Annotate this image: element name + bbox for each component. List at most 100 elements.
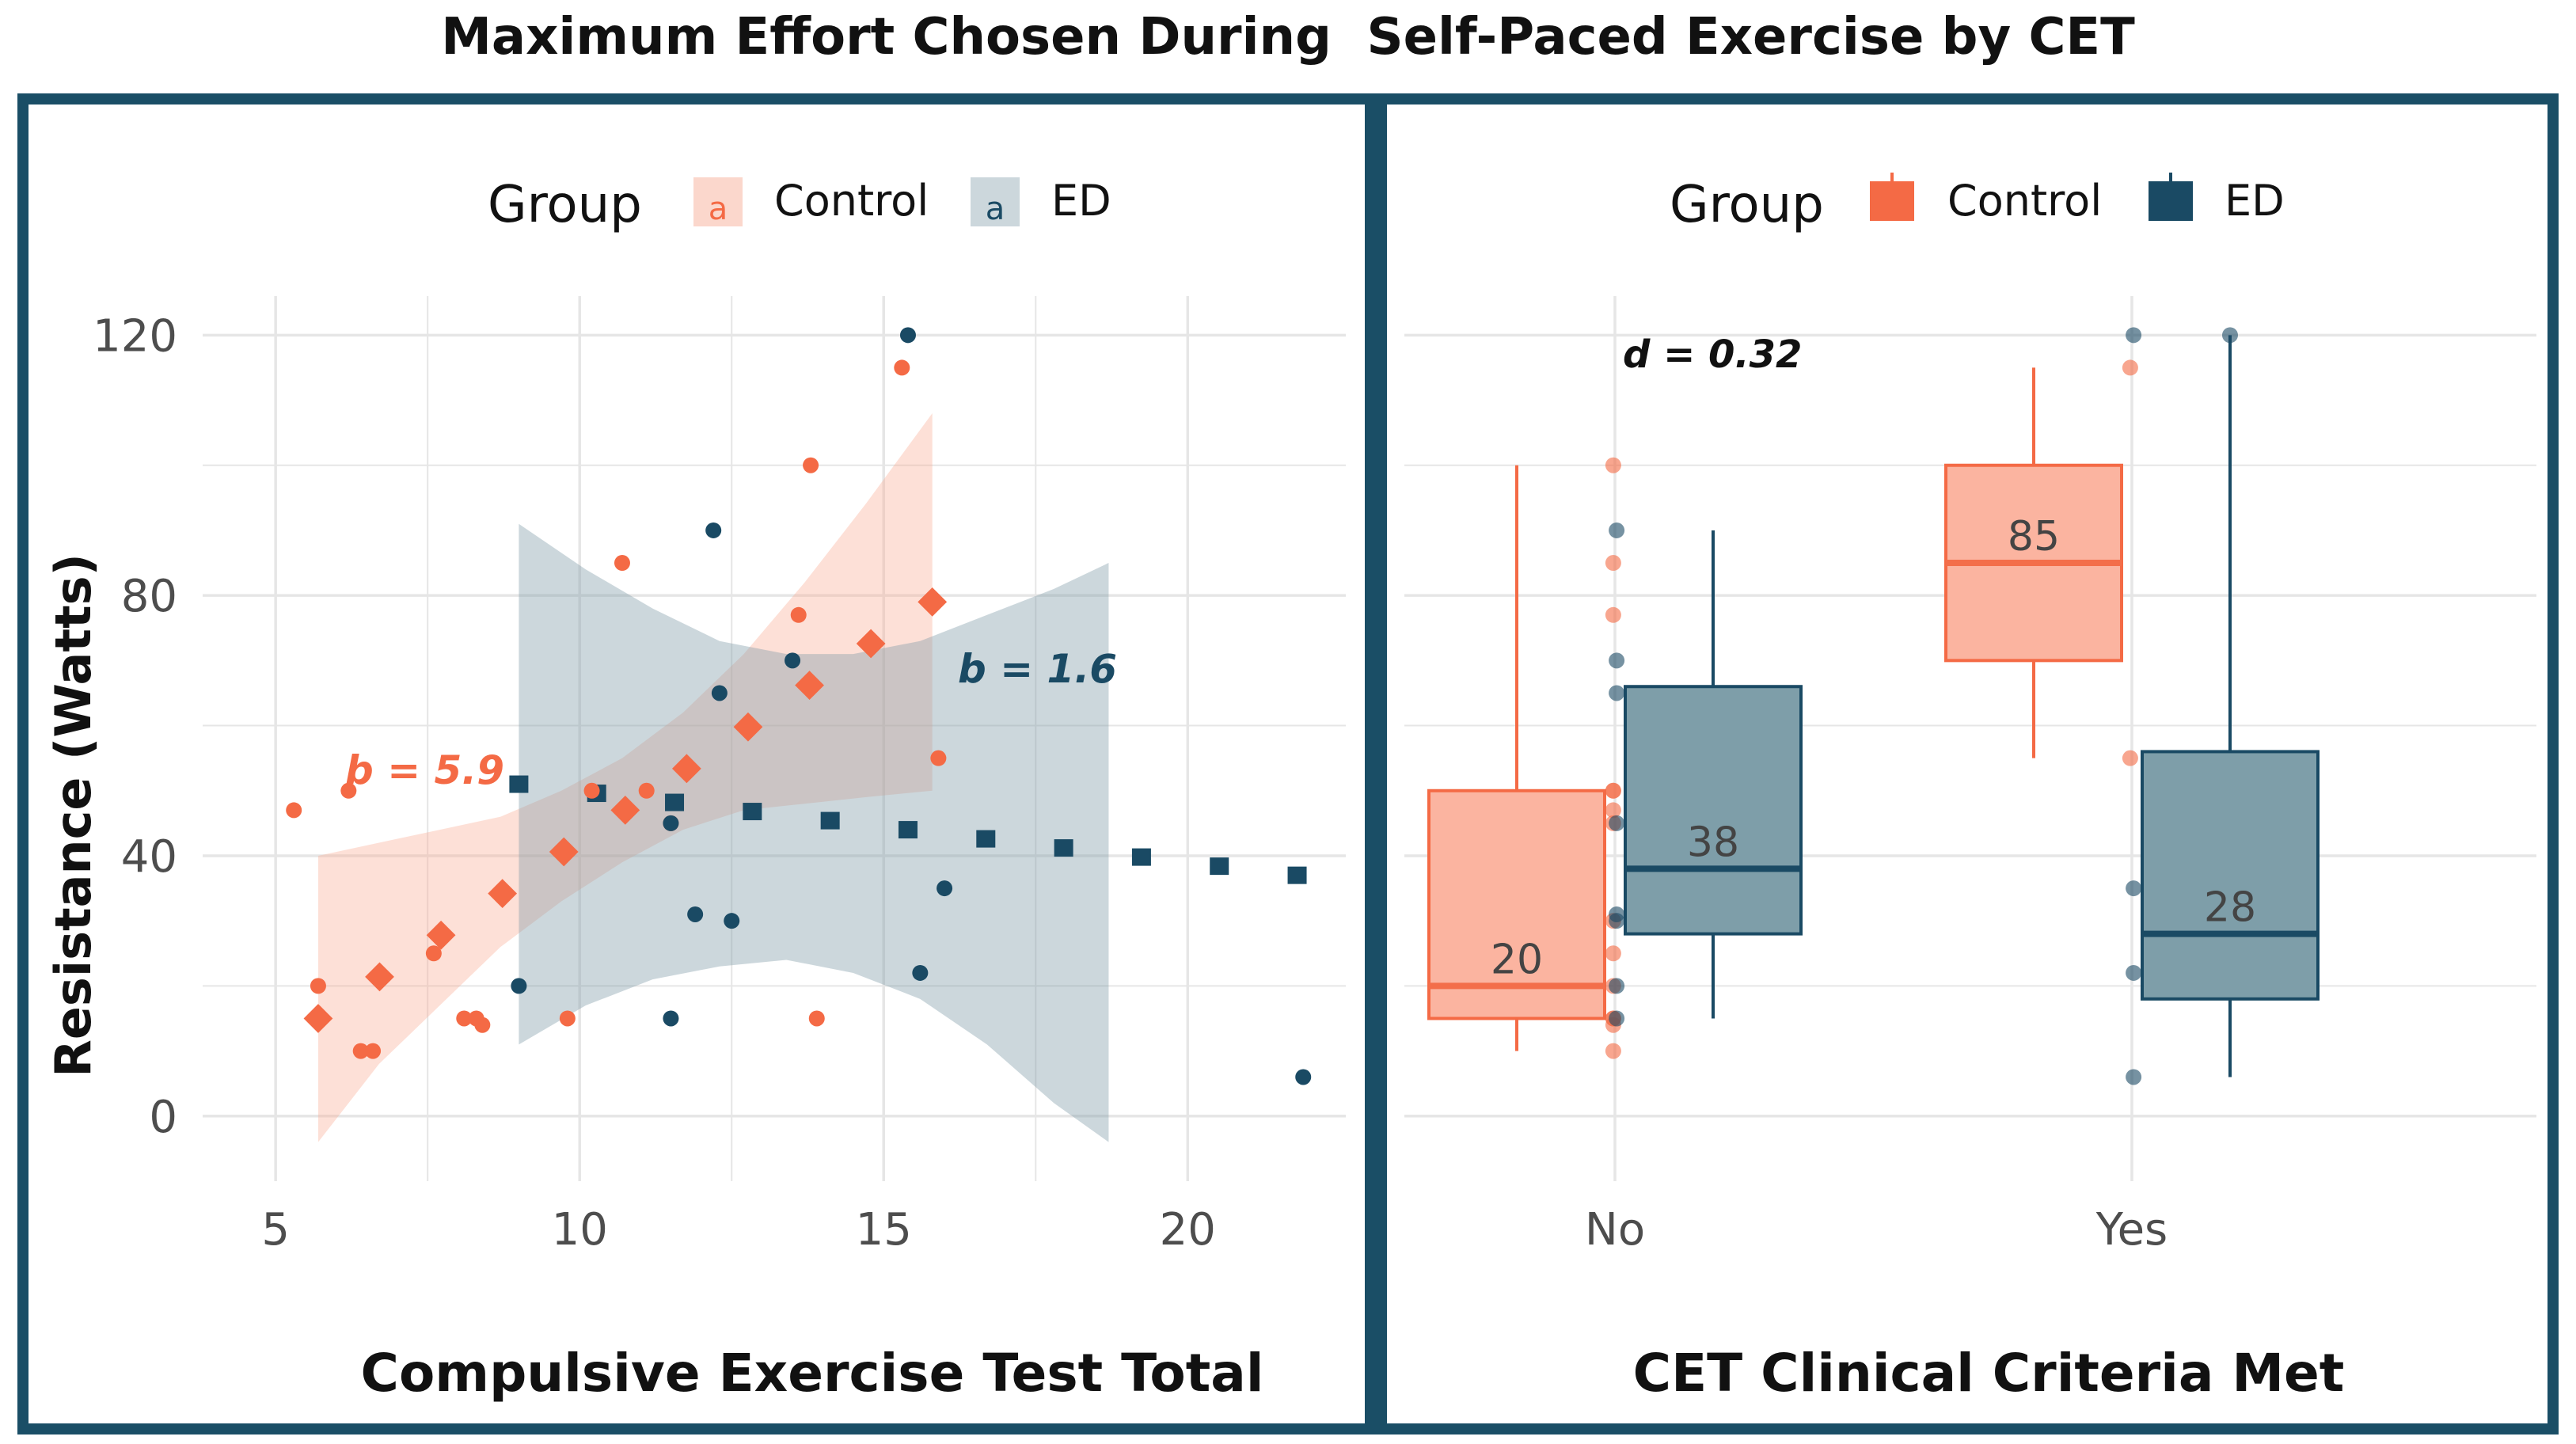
point-ed bbox=[2126, 964, 2142, 981]
point-ed bbox=[1609, 522, 1625, 538]
point-control bbox=[803, 457, 819, 473]
point-control bbox=[1605, 802, 1621, 819]
point-control bbox=[352, 1043, 369, 1059]
point-ed bbox=[785, 652, 801, 669]
fit-mark-control bbox=[795, 671, 824, 700]
legend-key-ed bbox=[971, 177, 1020, 226]
fit-mark-ed bbox=[898, 821, 918, 839]
fit-mark-ed bbox=[743, 803, 762, 821]
legend-title: Group bbox=[1670, 176, 1824, 234]
point-control bbox=[425, 945, 442, 962]
legend-key-glyph-ed: a bbox=[986, 191, 1005, 227]
point-control bbox=[894, 359, 910, 376]
box-ed-no bbox=[1624, 685, 1803, 936]
annotation-ed-slope: b = 1.6 bbox=[958, 646, 1117, 692]
scatter-chart: 0 40 80 120 5 10 15 20 Group a Control a ED b =… bbox=[44, 176, 1346, 1404]
boxplots: 20 85 38 28 bbox=[1427, 335, 2320, 1077]
boxplot-legend: Group Control ED bbox=[1670, 173, 2285, 234]
fit-mark-control bbox=[365, 962, 394, 992]
scatter-legend: Group a Control a ED bbox=[488, 176, 1111, 234]
legend-label-control: Control bbox=[1947, 176, 2102, 226]
x-tick-label: 20 bbox=[1160, 1204, 1216, 1256]
point-ed bbox=[705, 522, 722, 538]
point-ed bbox=[1609, 685, 1625, 701]
fit-mark-ed bbox=[509, 775, 529, 793]
fit-mark-control bbox=[856, 629, 886, 659]
median-label-control-no: 20 bbox=[1491, 936, 1543, 983]
fit-mark-ed bbox=[1287, 866, 1307, 884]
fit-mark-ed bbox=[665, 793, 685, 811]
point-ed bbox=[663, 815, 679, 831]
scatter-tick-labels: 0 40 80 120 5 10 15 20 bbox=[93, 310, 1216, 1256]
point-ed bbox=[711, 685, 728, 701]
legend-key-glyph-control: a bbox=[709, 191, 728, 227]
point-control bbox=[1605, 606, 1621, 623]
point-control bbox=[365, 1043, 382, 1059]
legend-title: Group bbox=[488, 176, 642, 234]
confidence-ribbons bbox=[317, 412, 1109, 1142]
annotation-control-slope: b = 5.9 bbox=[345, 747, 504, 793]
median-label-ed-yes: 28 bbox=[2204, 884, 2256, 932]
y-tick-label: 120 bbox=[93, 310, 177, 362]
point-control bbox=[1605, 1043, 1621, 1059]
x-axis-label: CET Clinical Criteria Met bbox=[1633, 1343, 2345, 1404]
fit-mark-control bbox=[549, 837, 579, 867]
point-ed bbox=[1295, 1069, 1312, 1085]
y-tick-label: 0 bbox=[149, 1092, 177, 1143]
fit-mark-ed bbox=[1131, 848, 1151, 866]
point-ed bbox=[687, 906, 704, 922]
point-control bbox=[583, 782, 600, 799]
boxplot-gridlines bbox=[1404, 296, 2536, 1181]
median-label-ed-no: 38 bbox=[1687, 819, 1739, 866]
point-control bbox=[2122, 359, 2138, 376]
fit-mark-control bbox=[733, 712, 763, 742]
fit-mark-control bbox=[488, 879, 518, 909]
point-control bbox=[1605, 945, 1621, 962]
point-control bbox=[474, 1016, 491, 1033]
point-control bbox=[614, 555, 630, 572]
point-ed bbox=[1609, 1010, 1625, 1027]
x-tick-label: No bbox=[1585, 1204, 1645, 1256]
point-ed bbox=[912, 964, 929, 981]
point-ed bbox=[1609, 815, 1625, 831]
point-ed bbox=[2126, 880, 2142, 897]
point-control bbox=[930, 750, 947, 766]
fit-mark-control bbox=[303, 1004, 333, 1033]
scatter-points bbox=[286, 327, 1312, 1085]
x-tick-label: 15 bbox=[856, 1204, 912, 1256]
point-control bbox=[638, 782, 655, 799]
scatter-panel: 0 40 80 120 5 10 15 20 Group a Control a ED b =… bbox=[17, 93, 1376, 1434]
point-control bbox=[808, 1010, 825, 1027]
fit-mark-control bbox=[918, 587, 948, 617]
boxplot-points bbox=[1605, 327, 2238, 1085]
point-control bbox=[790, 606, 807, 623]
point-control bbox=[456, 1010, 473, 1027]
x-axis-label: Compulsive Exercise Test Total bbox=[361, 1343, 1264, 1404]
legend-key-control bbox=[1870, 181, 1914, 221]
legend-key-control bbox=[693, 177, 743, 226]
box-ed-yes bbox=[2141, 750, 2320, 1001]
point-control bbox=[1605, 782, 1621, 799]
x-tick-label: 5 bbox=[261, 1204, 290, 1256]
point-ed bbox=[1609, 906, 1625, 922]
y-axis-label: Resistance (Watts) bbox=[44, 553, 102, 1077]
legend-label-control: Control bbox=[774, 176, 929, 226]
point-control bbox=[2122, 750, 2138, 766]
box-control-no bbox=[1427, 788, 1606, 1020]
point-ed bbox=[899, 327, 916, 344]
boxplot-tick-labels: No Yes bbox=[1585, 1204, 2168, 1256]
effect-size-annotation: d = 0.32 bbox=[1623, 332, 1802, 377]
point-control bbox=[340, 782, 357, 799]
point-ed bbox=[2126, 1069, 2142, 1085]
regression-lines bbox=[303, 587, 1307, 1033]
fit-mark-control bbox=[426, 920, 456, 950]
boxplot-panel: 20 85 38 28 No Yes Group Control ED d = 0.32… bbox=[1376, 93, 2559, 1434]
point-ed bbox=[937, 880, 953, 897]
fit-mark-ed bbox=[1210, 857, 1229, 876]
point-ed bbox=[1609, 652, 1625, 669]
legend-label-ed: ED bbox=[2225, 176, 2285, 226]
point-control bbox=[286, 802, 302, 819]
x-tick-label: 10 bbox=[552, 1204, 608, 1256]
x-tick-label: Yes bbox=[2095, 1204, 2168, 1256]
point-ed bbox=[2222, 327, 2238, 344]
